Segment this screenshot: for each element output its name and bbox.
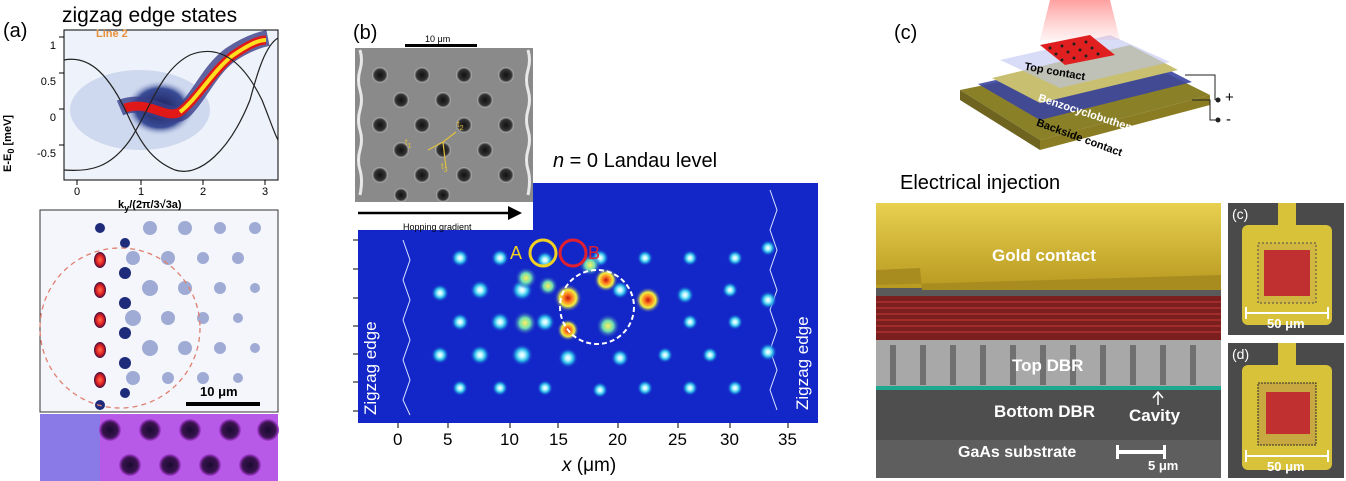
bottom-dbr-label: Bottom DBR: [994, 402, 1096, 421]
sem-scale-label: 10 μm: [425, 34, 451, 44]
zigzag-edge-left: Zigzag edge: [361, 321, 380, 415]
y-tick: -0.5: [37, 148, 56, 160]
panel-a-title: zigzag edge states: [62, 4, 238, 27]
hopping-gradient-label: Hopping gradient: [403, 222, 472, 232]
y-tick: 0: [49, 112, 56, 124]
t2-label: t2: [457, 119, 464, 132]
y-ticks-a: 1 0.5 0 -0.5: [24, 28, 56, 172]
scale-main-label: 5 μm: [1148, 458, 1179, 473]
minus-sign: -: [1226, 111, 1231, 128]
site-b-label: B: [588, 243, 601, 263]
x-tick: 2: [200, 186, 207, 198]
inset-d-label: (d): [1232, 346, 1250, 362]
panel-c-label: (c): [894, 22, 918, 44]
line-label: Line 2: [96, 28, 128, 40]
y-axis-label-a: E-E0 [meV]: [2, 114, 17, 172]
x-tick: 10: [500, 430, 519, 449]
y-tick: 1: [49, 40, 56, 52]
y-tick: 0.5: [40, 76, 56, 88]
x-axis-label-b: x (μm): [562, 455, 617, 476]
inset-c-scale: 50 μm: [1267, 316, 1305, 331]
x-tick: 0: [74, 186, 81, 198]
substrate-label: GaAs substrate: [958, 444, 1077, 461]
x-tick: 15: [549, 430, 568, 449]
panel-a-label: (a): [3, 20, 28, 42]
panel-b-graphic: [353, 44, 818, 428]
x-tick: 25: [668, 430, 687, 449]
x-tick: 20: [608, 430, 627, 449]
t3-label: t3: [441, 161, 448, 174]
top-dbr-label: Top DBR: [1012, 356, 1084, 375]
landau-title: n = 0 Landau level: [553, 150, 718, 172]
x-tick: 1: [138, 186, 145, 198]
x-tick: 0: [393, 430, 403, 449]
panel-a-graphic: [39, 29, 279, 481]
inset-d-scale: 50 μm: [1267, 459, 1305, 474]
cavity-label: Cavity: [1129, 406, 1181, 425]
panel-c-graphic: [876, 0, 1344, 478]
x-tick: 5: [443, 430, 453, 449]
panel-b-label: (b): [353, 22, 378, 44]
zigzag-edge-right: Zigzag edge: [793, 316, 812, 410]
gold-contact-label: Gold contact: [992, 246, 1096, 265]
plus-sign: +: [1225, 89, 1234, 106]
x-tick: 35: [778, 430, 797, 449]
inset-c-label: (c): [1232, 206, 1249, 222]
scale-bar-label-a: 10 μm: [200, 384, 238, 399]
site-a-label: A: [510, 243, 523, 263]
x-axis-label-a: ky/(2π/3√3a): [118, 199, 182, 214]
x-tick: 30: [720, 430, 739, 449]
t1-label: t1: [405, 137, 412, 150]
x-tick: 3: [262, 186, 269, 198]
electrical-injection-title: Electrical injection: [900, 172, 1061, 194]
